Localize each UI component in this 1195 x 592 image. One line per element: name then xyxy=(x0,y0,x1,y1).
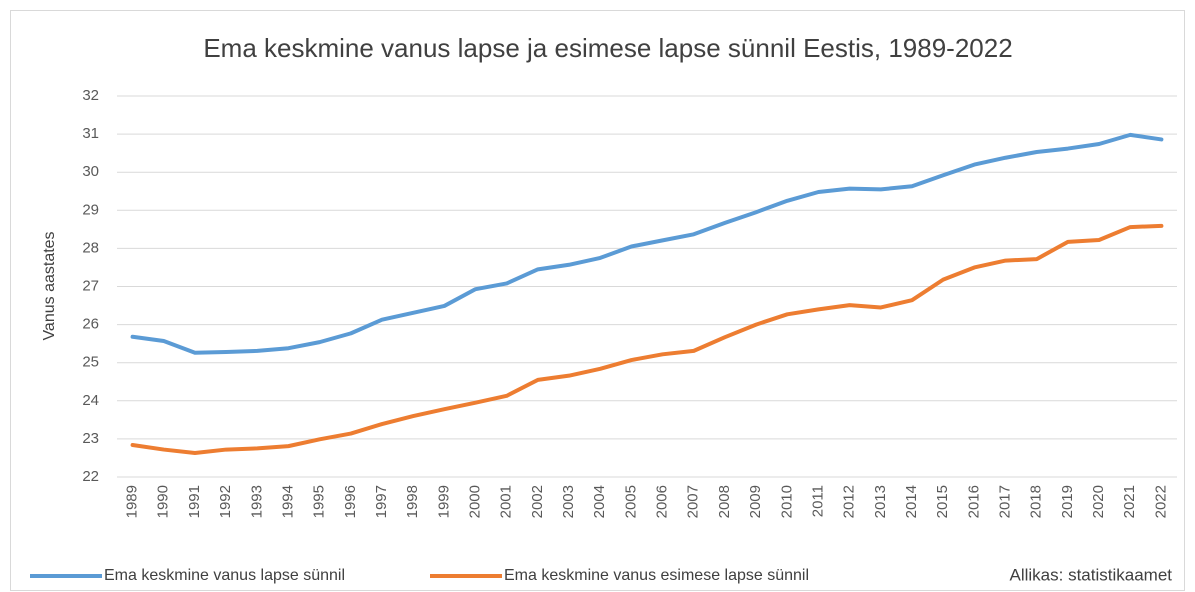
y-tick-label: 26 xyxy=(82,316,99,333)
x-tick-label: 2009 xyxy=(747,485,764,518)
x-tick-label: 1990 xyxy=(155,485,172,518)
x-tick-label: 1996 xyxy=(342,485,359,518)
data-line xyxy=(130,223,1164,455)
x-tick-label: 2004 xyxy=(591,485,608,518)
x-tick-label: 2005 xyxy=(622,485,639,518)
x-tick-label: 1998 xyxy=(404,485,421,518)
x-tick-label: 2006 xyxy=(654,485,671,518)
x-tick-label: 1995 xyxy=(311,485,328,518)
x-tick-label: 1997 xyxy=(373,485,390,518)
y-tick-label: 22 xyxy=(82,468,99,485)
x-tick-label: 2014 xyxy=(903,485,920,518)
x-tick-label: 2020 xyxy=(1090,485,1107,518)
y-tick-label: 32 xyxy=(82,87,99,104)
y-tick-label: 25 xyxy=(82,354,99,371)
x-tick-label: 2007 xyxy=(685,485,702,518)
x-tick-label: 2000 xyxy=(466,485,483,518)
x-tick-label: 2013 xyxy=(872,485,889,518)
legend-label: Ema keskmine vanus esimese lapse sünnil xyxy=(504,567,809,584)
x-tick-label: 1989 xyxy=(124,485,141,518)
x-tick-label: 2001 xyxy=(498,485,515,518)
y-tick-label: 24 xyxy=(82,392,99,409)
legend-label: Ema keskmine vanus lapse sünnil xyxy=(104,567,345,584)
x-tick-label: 2019 xyxy=(1059,485,1076,518)
y-tick-label: 27 xyxy=(82,277,99,294)
x-tick-label: 2018 xyxy=(1028,485,1045,518)
y-tick-label: 29 xyxy=(82,201,99,218)
x-tick-label: 2016 xyxy=(965,485,982,518)
x-tick-label: 2011 xyxy=(809,485,826,517)
chart-title: Ema keskmine vanus lapse ja esimese laps… xyxy=(203,33,1012,63)
y-tick-label: 23 xyxy=(82,430,99,447)
x-tick-label: 2002 xyxy=(529,485,546,518)
x-tick-label: 2017 xyxy=(996,485,1013,518)
y-axis-label: Vanus aastates xyxy=(41,231,58,340)
x-tick-label: 1991 xyxy=(186,485,203,518)
source-note: Allikas: statistikaamet xyxy=(1010,565,1173,584)
chart-border xyxy=(10,10,1185,591)
data-line xyxy=(130,132,1164,355)
x-tick-label: 1994 xyxy=(279,485,296,518)
x-tick-label: 2022 xyxy=(1152,485,1169,518)
x-tick-label: 2010 xyxy=(778,485,795,518)
x-tick-label: 1999 xyxy=(435,485,452,518)
y-tick-label: 30 xyxy=(82,163,99,180)
x-tick-label: 1993 xyxy=(248,485,265,518)
x-tick-label: 2021 xyxy=(1121,485,1138,518)
x-tick-label: 2008 xyxy=(716,485,733,518)
x-tick-label: 2012 xyxy=(841,485,858,518)
x-tick-label: 1992 xyxy=(217,485,234,518)
x-tick-label: 2003 xyxy=(560,485,577,518)
y-tick-label: 28 xyxy=(82,239,99,256)
x-tick-label: 2015 xyxy=(934,485,951,518)
y-tick-label: 31 xyxy=(82,125,99,142)
